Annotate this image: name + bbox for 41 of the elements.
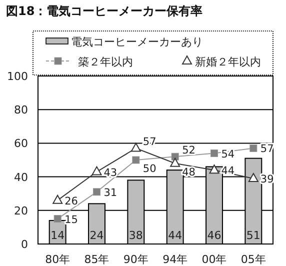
- point: [54, 215, 62, 223]
- x-tick-label: 00年: [202, 253, 227, 266]
- data-label: 43: [104, 166, 118, 179]
- point: [171, 152, 179, 160]
- point: [52, 194, 63, 204]
- point: [132, 156, 140, 164]
- point: [248, 172, 258, 182]
- y-tick-label: 60: [14, 137, 28, 150]
- x-tick-label: 80年: [45, 253, 70, 266]
- point: [92, 166, 102, 176]
- x-tick-label: 05年: [240, 253, 266, 266]
- data-label: 52: [182, 144, 196, 157]
- y-tick-label: 40: [14, 170, 28, 184]
- data-label: 38: [128, 229, 143, 242]
- data-label: 15: [64, 214, 78, 226]
- legend-label: 新婚２年以内: [195, 56, 261, 68]
- y-tick-label: 20: [14, 204, 28, 218]
- legend-label: 電気コーヒーメーカーあり: [71, 36, 203, 48]
- legend-label: 築２年以内: [78, 56, 133, 68]
- point: [93, 188, 100, 196]
- point: [209, 164, 220, 174]
- point: [250, 144, 258, 152]
- point: [130, 142, 141, 152]
- y-tick-label: 0: [21, 238, 28, 251]
- data-label: 54: [221, 148, 235, 160]
- data-label: 44: [168, 229, 182, 242]
- data-label: 50: [142, 163, 156, 175]
- data-label: 24: [90, 229, 104, 242]
- chart-title: 図18：電気コーヒーメーカー保有率: [6, 4, 203, 18]
- data-label: 31: [104, 186, 118, 199]
- data-label: 14: [50, 229, 65, 242]
- point: [170, 158, 180, 167]
- point: [210, 150, 218, 158]
- data-label: 51: [246, 229, 260, 242]
- y-tick-label: 80: [14, 104, 28, 117]
- x-tick-label: 90年: [123, 253, 148, 266]
- y-tick-label: 100: [7, 70, 28, 83]
- x-tick-label: 85年: [84, 253, 110, 266]
- x-tick-label: 94年: [162, 253, 188, 266]
- data-label: 46: [207, 229, 222, 242]
- data-label: 26: [64, 195, 78, 208]
